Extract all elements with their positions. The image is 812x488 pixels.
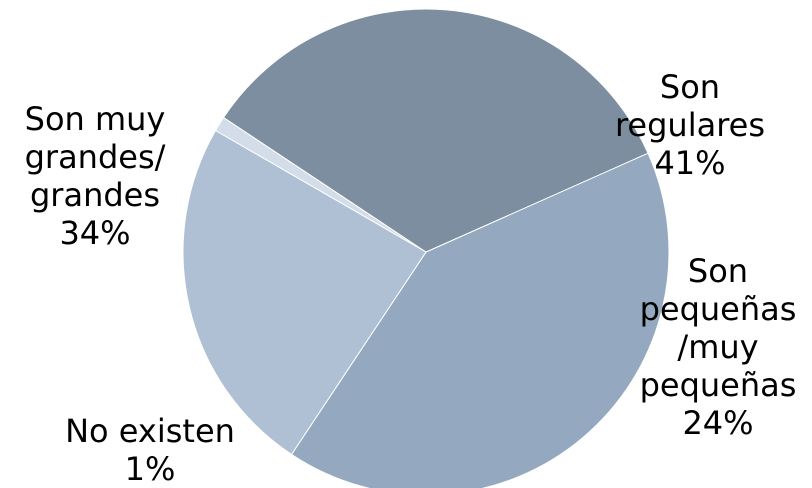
value-label: 34% — [59, 214, 131, 252]
label-line: No existen — [65, 412, 235, 450]
pie-slice-3 — [222, 8, 649, 253]
label-no-existen: No existen 1% — [30, 412, 270, 488]
label-line: pequeñas — [639, 366, 797, 404]
label-line: pequeñas — [639, 290, 797, 328]
value-label: 41% — [654, 144, 726, 182]
label-line: grandes — [29, 176, 161, 214]
pie-slice-1 — [182, 129, 427, 456]
value-label: 24% — [682, 404, 754, 442]
label-line: Son — [687, 252, 749, 290]
label-son-muy-grandes: Son muy grandes/ grandes 34% — [0, 100, 190, 252]
label-line: regulares — [614, 106, 766, 144]
label-line: /muy — [677, 328, 759, 366]
label-line: Son muy — [24, 100, 166, 138]
label-line: grandes/ — [24, 138, 166, 176]
value-label: 1% — [124, 450, 176, 488]
label-son-regulares: Son regulares 41% — [590, 68, 790, 182]
label-line: Son — [659, 68, 721, 106]
pie-slice-0 — [290, 152, 670, 488]
label-son-pequenas: Son pequeñas /muy pequeñas 24% — [628, 252, 808, 442]
